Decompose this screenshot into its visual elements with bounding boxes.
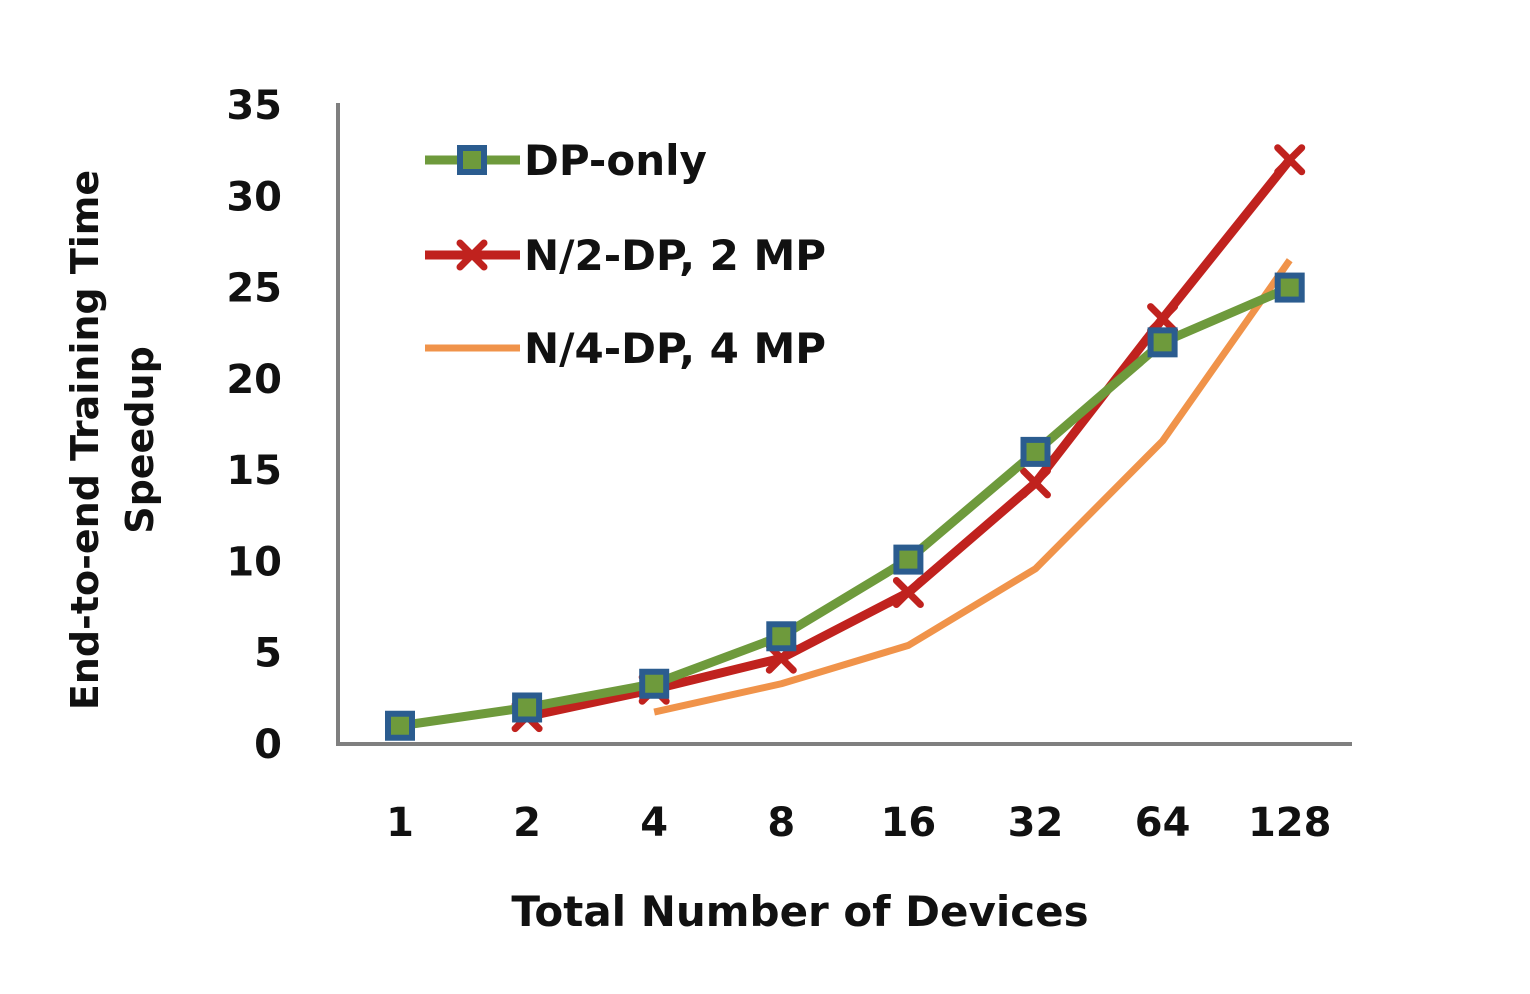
square-marker <box>639 668 670 699</box>
x-tick-label: 32 <box>1008 800 1064 846</box>
series-line <box>653 258 1293 716</box>
square-marker <box>512 692 543 723</box>
y-tick-label: 20 <box>226 357 282 403</box>
y-tick-label: 35 <box>226 83 282 129</box>
y-tick-label: 10 <box>226 539 282 585</box>
x-marker <box>1020 467 1051 499</box>
y-axis-title-line-1: End-to-end Training Time <box>63 170 107 710</box>
y-tick-label: 30 <box>226 174 282 220</box>
series-line <box>399 283 1292 731</box>
x-tick-label: 16 <box>881 800 937 846</box>
square-marker <box>457 145 487 175</box>
x-marker <box>1274 144 1306 176</box>
y-axis-title-line-2: Speedup <box>118 346 162 534</box>
square-marker <box>1274 272 1305 303</box>
y-tick-label: 5 <box>254 631 282 677</box>
y-tick-label: 15 <box>226 448 282 494</box>
x-marker <box>892 576 924 608</box>
x-tick-label: 128 <box>1248 800 1332 846</box>
x-marker <box>456 239 488 271</box>
square-marker <box>1020 436 1051 467</box>
legend-item: N/2-DP, 2 MP <box>425 231 826 280</box>
legend-item: DP-only <box>425 136 707 185</box>
legend-label: N/4-DP, 4 MP <box>524 324 826 373</box>
square-marker <box>1147 327 1178 358</box>
square-marker <box>766 621 797 652</box>
x-tick-label: 1 <box>386 800 414 846</box>
x-tick-label: 64 <box>1135 800 1191 846</box>
x-tick-label: 4 <box>640 800 668 846</box>
legend-label: N/2-DP, 2 MP <box>524 231 826 280</box>
y-axis-title: End-to-end Training Time Speedup <box>63 170 162 710</box>
square-marker <box>385 710 415 741</box>
x-marker <box>1147 303 1179 335</box>
square-marker <box>893 544 924 575</box>
series-0 <box>385 272 1305 741</box>
legend-item: N/4-DP, 4 MP <box>425 324 826 373</box>
x-tick-label: 2 <box>513 800 541 846</box>
y-tick-label: 25 <box>226 266 282 312</box>
x-axis-title: Total Number of Devices <box>511 887 1088 936</box>
series-2 <box>653 258 1293 716</box>
x-tick-label: 8 <box>767 800 795 846</box>
legend-label: DP-only <box>524 136 707 185</box>
y-tick-label: 0 <box>254 722 282 768</box>
